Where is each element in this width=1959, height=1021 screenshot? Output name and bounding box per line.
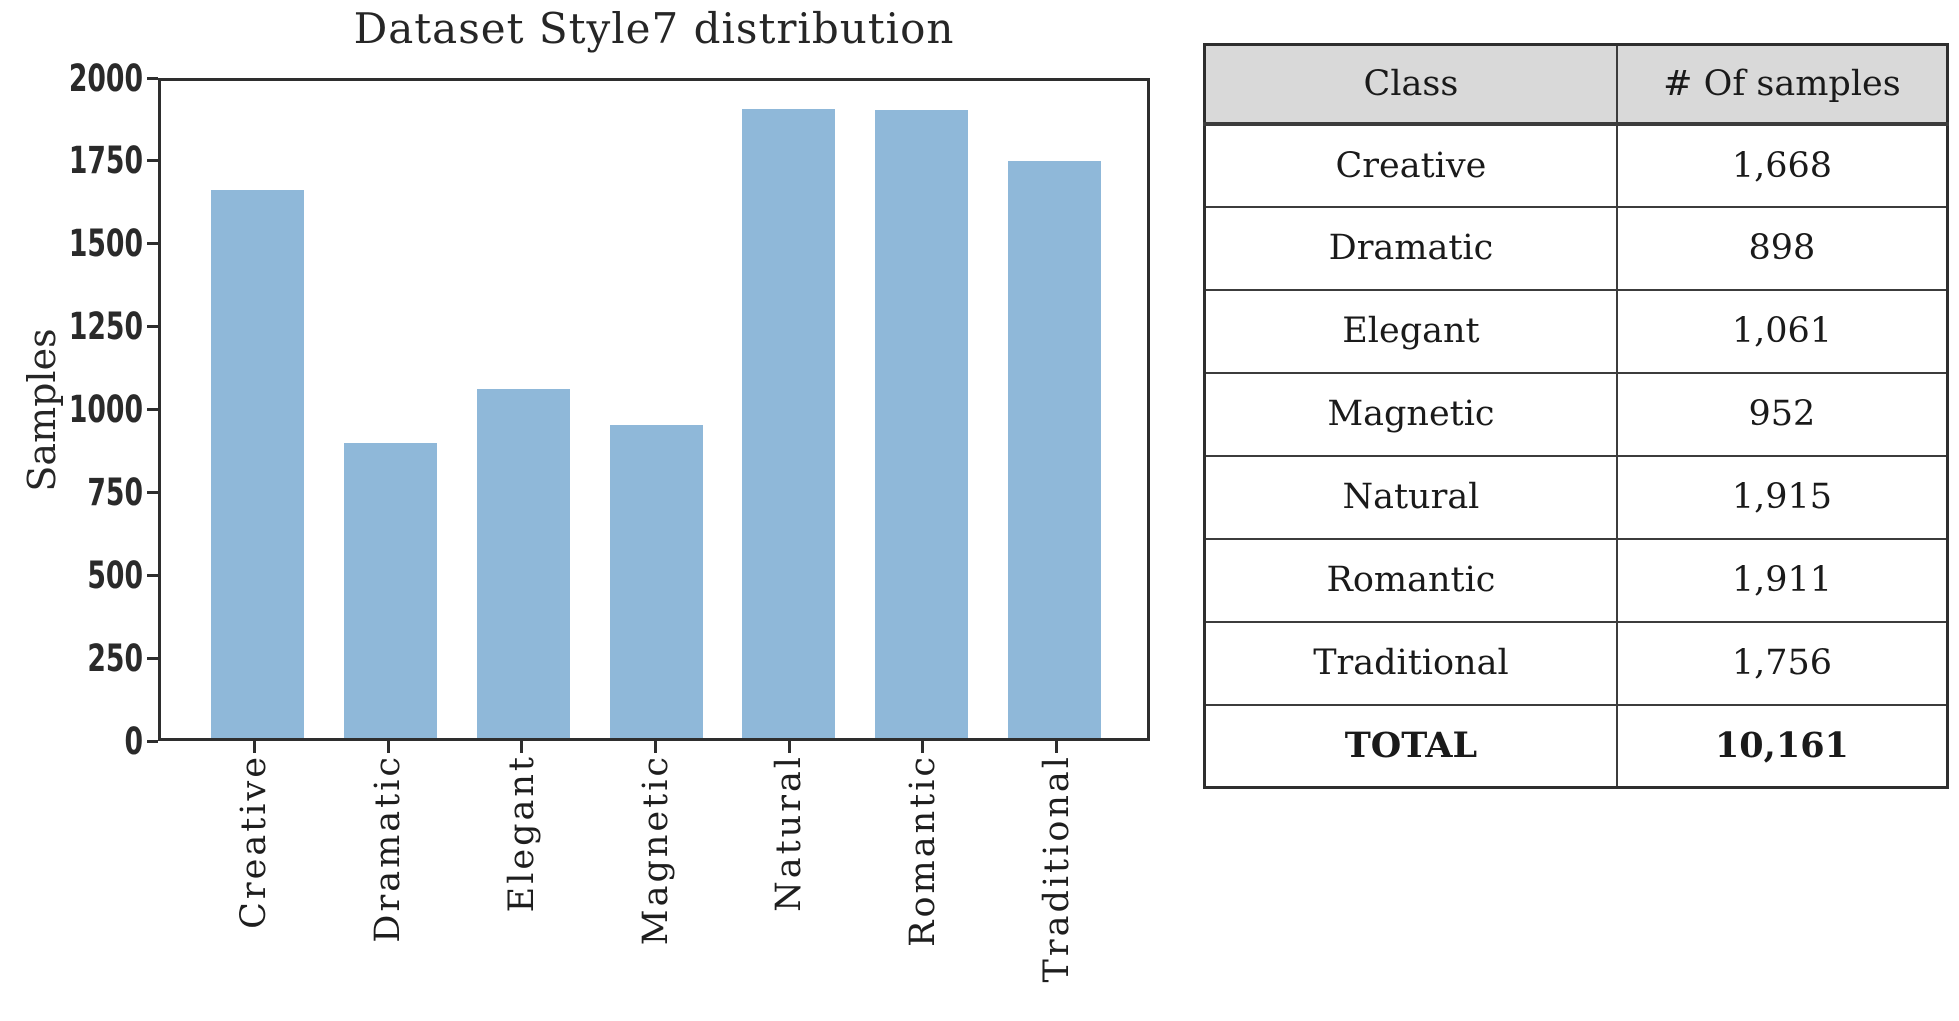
x-tick-mark <box>921 741 925 753</box>
y-tick-mark <box>147 740 158 743</box>
bars-container <box>191 81 1121 738</box>
table-row: Magnetic 952 <box>1203 371 1949 457</box>
table-header-row: Class # Of samples <box>1203 43 1949 126</box>
y-tick-mark <box>147 574 158 577</box>
cell-count: 1,061 <box>1615 288 1949 374</box>
x-tick-label: Elegant <box>501 754 542 913</box>
y-tick-label: 250 <box>87 637 143 680</box>
bar-slot <box>457 81 590 738</box>
table-row: Natural 1,915 <box>1203 454 1949 540</box>
y-tick-label: 0 <box>124 720 143 763</box>
x-tick-label: Dramatic <box>368 754 409 943</box>
bar-magnetic <box>609 425 703 738</box>
bar-natural <box>742 108 836 738</box>
bar-slot <box>722 81 855 738</box>
table-row: Creative 1,668 <box>1203 122 1949 208</box>
y-tick-mark <box>147 159 158 162</box>
x-tick-cell: Elegant <box>455 741 589 982</box>
x-axis: Creative Dramatic Elegant Magnetic Natural Ro… <box>188 741 1124 983</box>
table-header-class: Class <box>1203 43 1618 126</box>
cell-count: 1,756 <box>1615 620 1949 706</box>
cell-class: Magnetic <box>1203 371 1618 457</box>
y-tick-label: 1750 <box>68 139 143 182</box>
cell-class: Traditional <box>1203 620 1618 706</box>
table-header-samples: # Of samples <box>1615 43 1949 126</box>
table-row: Romantic 1,911 <box>1203 537 1949 623</box>
y-tick-label: 1000 <box>68 388 143 431</box>
x-tick-cell: Traditional <box>990 741 1124 983</box>
bar-slot <box>855 81 988 738</box>
bar-dramatic <box>343 443 437 738</box>
y-tick-label: 1500 <box>68 222 143 265</box>
y-tick-mark <box>147 242 158 245</box>
x-tick-cell: Creative <box>188 741 322 982</box>
x-tick-label: Traditional <box>1036 754 1077 983</box>
samples-table: Class # Of samples Creative 1,668 Dramatic… <box>1203 43 1949 789</box>
table-total-row: TOTAL 10,161 <box>1203 703 1949 789</box>
x-tick-mark <box>520 741 524 753</box>
y-tick-mark <box>147 77 158 80</box>
y-tick-mark <box>147 408 158 411</box>
table-row: Dramatic 898 <box>1203 205 1949 291</box>
cell-count: 898 <box>1615 205 1949 291</box>
x-tick-mark <box>787 741 791 753</box>
cell-class: Elegant <box>1203 288 1618 374</box>
x-tick-mark <box>386 741 390 753</box>
chart-title: Dataset Style7 distribution <box>353 4 955 53</box>
bar-slot <box>590 81 723 738</box>
plot-area <box>158 78 1150 741</box>
cell-class: Natural <box>1203 454 1618 540</box>
cell-class: Romantic <box>1203 537 1618 623</box>
y-tick-mark <box>147 657 158 660</box>
table-row: Elegant 1,061 <box>1203 288 1949 374</box>
bar-creative <box>210 190 304 738</box>
bar-romantic <box>875 110 969 738</box>
x-tick-label: Magnetic <box>635 754 676 946</box>
cell-count: 1,911 <box>1615 537 1949 623</box>
x-tick-cell: Natural <box>723 741 857 982</box>
x-tick-label: Romantic <box>902 754 943 947</box>
y-tick-label: 1250 <box>68 305 143 348</box>
x-tick-cell: Romantic <box>857 741 991 982</box>
cell-class: Creative <box>1203 122 1618 208</box>
cell-count: 10,161 <box>1615 703 1949 789</box>
y-tick-label: 500 <box>87 554 143 597</box>
cell-count: 1,915 <box>1615 454 1949 540</box>
y-tick-mark <box>147 325 158 328</box>
x-tick-mark <box>654 741 658 753</box>
cell-count: 952 <box>1615 371 1949 457</box>
cell-count: 1,668 <box>1615 122 1949 208</box>
y-tick-label: 750 <box>87 471 143 514</box>
x-tick-label: Natural <box>769 754 810 912</box>
x-tick-mark <box>1055 741 1059 753</box>
bar-traditional <box>1008 161 1102 738</box>
cell-class: TOTAL <box>1203 703 1618 789</box>
x-tick-cell: Dramatic <box>322 741 456 982</box>
x-tick-cell: Magnetic <box>589 741 723 982</box>
bar-slot <box>988 81 1121 738</box>
bar-slot <box>191 81 324 738</box>
x-tick-mark <box>252 741 256 753</box>
bar-elegant <box>476 389 570 738</box>
cell-class: Dramatic <box>1203 205 1618 291</box>
y-tick-mark <box>147 491 158 494</box>
table-row: Traditional 1,756 <box>1203 620 1949 706</box>
y-tick-label: 2000 <box>68 57 143 100</box>
bar-slot <box>324 81 457 738</box>
x-tick-label: Creative <box>234 754 275 929</box>
